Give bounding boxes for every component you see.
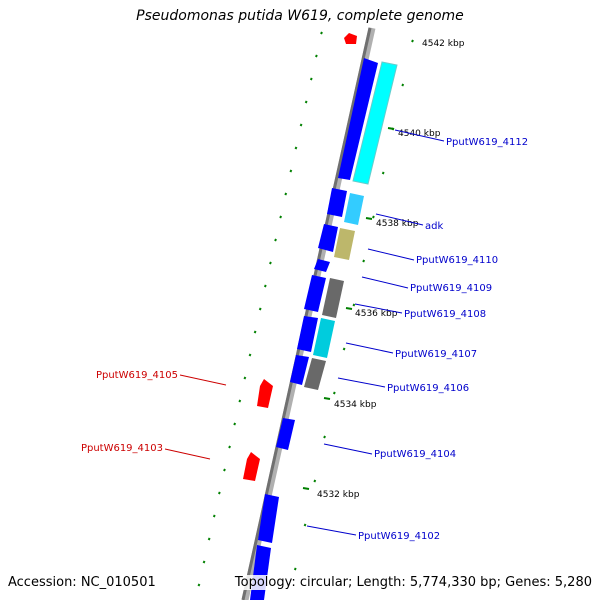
cds-features <box>250 58 398 600</box>
tick-dot-inner <box>332 391 336 395</box>
tick-dot-outer <box>304 100 308 104</box>
tick-dot-outer <box>207 537 211 541</box>
gene-label[interactable]: PputW619_4103 <box>81 443 163 454</box>
gene-leader-line <box>323 443 373 455</box>
gene-leader-line <box>179 374 227 386</box>
major-tick <box>323 397 331 400</box>
tick-dot-inner <box>352 303 356 307</box>
tick-dot-outer <box>269 261 272 265</box>
gene-label[interactable]: adk <box>425 221 443 232</box>
gene-label[interactable]: PputW619_4106 <box>387 383 469 394</box>
tick-dot-outer <box>299 123 303 127</box>
major-tick <box>302 487 310 490</box>
gene-label[interactable]: PputW619_4112 <box>446 137 528 148</box>
tick-dot-outer <box>248 353 252 357</box>
gene-leader-line <box>337 377 386 388</box>
accession-text: Accession: NC_010501 <box>8 575 156 590</box>
major-tick <box>365 217 373 220</box>
tick-dot-inner <box>372 215 375 219</box>
scale-label: 4542 kbp <box>422 39 465 49</box>
tick-dot-inner <box>381 171 385 175</box>
cog-box-cyan-adk <box>344 193 364 225</box>
gene-leader-line <box>375 213 424 226</box>
cds-4102 <box>258 494 279 543</box>
cog-box-cyan-4107 <box>313 318 335 358</box>
gene-label[interactable]: PputW619_4110 <box>416 255 498 266</box>
scale-label: 4532 kbp <box>317 490 360 500</box>
tick-dot-outer <box>202 560 206 564</box>
gene-leader-line <box>394 129 445 142</box>
tick-dot-outer <box>279 215 283 219</box>
trna-4103 <box>243 452 260 481</box>
tick-dot-outer <box>284 192 288 196</box>
scale-labels: 4542 kbp 4540 kbp 4538 kbp 4536 kbp 4534 kbp… <box>317 39 465 500</box>
gene-leader-line <box>345 342 394 354</box>
tick-dot-outer <box>263 284 267 288</box>
gene-label[interactable]: PputW619_4107 <box>395 349 477 360</box>
gene-label[interactable]: PputW619_4109 <box>410 283 492 294</box>
page-title: Pseudomonas putida W619, complete genome <box>136 8 464 24</box>
cog-box-gray-4108 <box>322 278 344 318</box>
cds-4106 <box>290 355 309 385</box>
tick-dot-outer <box>274 238 277 242</box>
tick-dot-inner <box>401 83 405 87</box>
trna-features <box>243 33 357 481</box>
tick-dot-outer <box>212 514 216 518</box>
tick-dot-inner <box>411 39 414 43</box>
gene-label[interactable]: PputW619_4108 <box>404 309 486 320</box>
tick-dot-outer <box>228 445 231 449</box>
tick-dot-outer <box>223 468 226 472</box>
tick-dot-outer <box>309 77 313 81</box>
gene-leader-line <box>361 276 409 289</box>
tick-dot-outer <box>320 31 323 35</box>
trna-top <box>344 33 357 44</box>
tick-dot-outer <box>253 330 257 334</box>
tick-dot-outer <box>314 54 318 58</box>
trna-4105 <box>257 379 273 408</box>
cds-4109 <box>304 275 326 312</box>
major-tick <box>387 127 395 130</box>
gene-leader-line <box>367 248 415 261</box>
gene-label[interactable]: PputW619_4105 <box>96 370 178 381</box>
cds-4104 <box>276 418 295 450</box>
scale-label: 4536 kbp <box>355 309 398 319</box>
tick-dot-inner <box>313 479 317 483</box>
tick-dot-inner <box>303 523 307 527</box>
tick-row-outer <box>197 31 323 587</box>
cds-4110 <box>318 224 338 252</box>
tick-dot-outer <box>289 169 293 173</box>
scale-label: 4538 kbp <box>376 219 419 229</box>
cog-box-cyan-4112 <box>352 61 398 185</box>
scale-label: 4534 kbp <box>334 400 377 410</box>
cds-adk-blue <box>327 188 347 217</box>
tick-dot-outer <box>294 146 298 150</box>
tick-dot-outer <box>197 583 201 587</box>
gene-leader-line <box>306 525 357 536</box>
gene-label[interactable]: PputW619_4102 <box>358 531 440 542</box>
tick-dot-outer <box>243 376 247 380</box>
major-tick <box>345 307 353 310</box>
cds-4107 <box>297 316 318 352</box>
cog-box-gray-4106 <box>304 358 326 390</box>
gene-leader-line <box>164 448 211 460</box>
tick-dot-inner <box>293 567 297 571</box>
gene-leader-line <box>354 303 403 314</box>
tick-dot-outer <box>217 491 221 495</box>
tick-dot-outer <box>258 307 262 311</box>
tick-row-inner <box>293 39 414 571</box>
scale-label: 4540 kbp <box>398 129 441 139</box>
cog-box-khaki-4110 <box>334 228 355 260</box>
genome-summary-text: Topology: circular; Length: 5,774,330 bp… <box>234 575 592 590</box>
tick-dot-inner <box>362 259 366 263</box>
tick-dot-outer <box>233 422 237 426</box>
tick-dot-inner <box>323 435 326 439</box>
gene-label[interactable]: PputW619_4104 <box>374 449 456 460</box>
cds-4112 <box>338 58 378 180</box>
cds-4109-small <box>314 259 330 272</box>
tick-dot-outer <box>238 399 242 403</box>
tick-dot-inner <box>342 347 346 351</box>
